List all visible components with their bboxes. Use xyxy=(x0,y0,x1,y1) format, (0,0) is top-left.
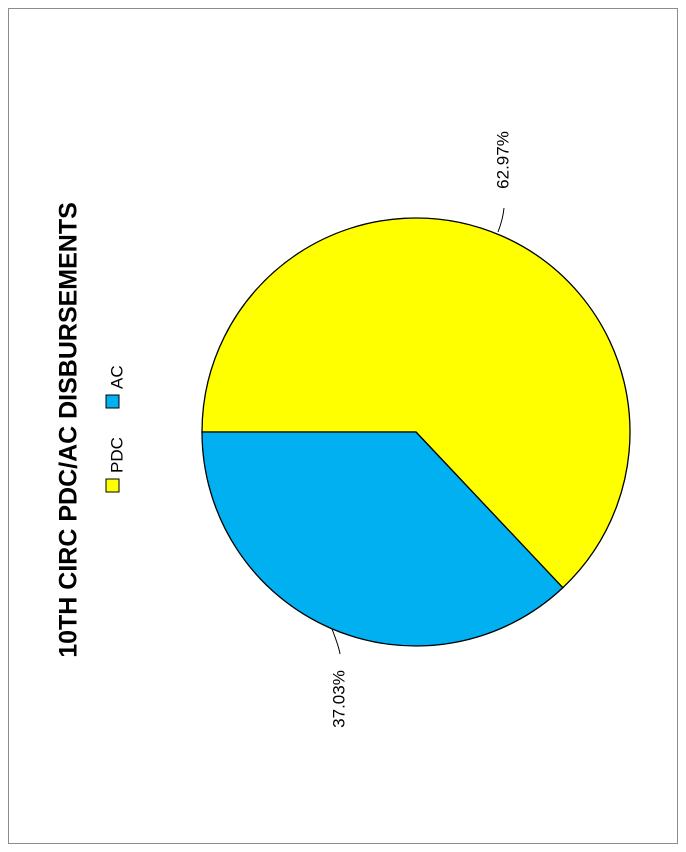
pie-slice-pdc xyxy=(201,217,631,589)
pie-slices xyxy=(201,217,631,647)
chart-title: 10TH CIRC PDC/AC DISBURSEMENTS xyxy=(55,202,83,658)
legend-swatch-ac xyxy=(105,394,120,409)
data-label-pdc: 62.97% xyxy=(493,131,512,189)
leader-line-ac xyxy=(331,628,341,655)
pie-slice-ac xyxy=(201,431,564,647)
legend-label-pdc: PDC xyxy=(107,437,126,473)
leader-line-pdc xyxy=(497,207,505,233)
legend-swatch-pdc xyxy=(105,478,120,493)
chart-legend: PDC AC xyxy=(105,365,126,493)
data-label-ac: 37.03% xyxy=(329,670,348,728)
legend-label-ac: AC xyxy=(107,365,126,389)
